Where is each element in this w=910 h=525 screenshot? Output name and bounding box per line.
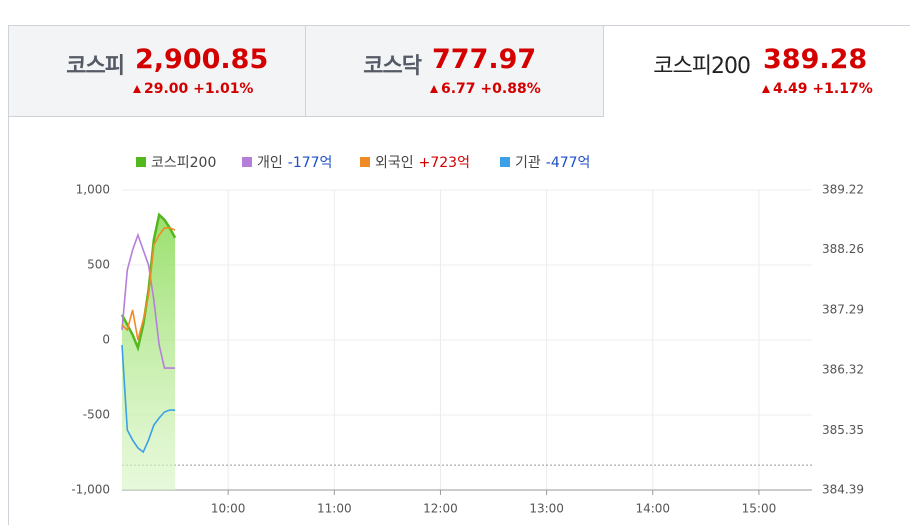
- x-tick-label: 10:00: [211, 502, 246, 516]
- legend-entry: 기관 -477억: [515, 155, 590, 171]
- tab-active[interactable]: 코스피200 389.28 4.49 +1.17%: [603, 25, 910, 117]
- y-tick-label: 0: [102, 333, 110, 347]
- line: [121, 232, 176, 369]
- tab-name: 코스닥: [363, 54, 422, 79]
- x-tick-label: 12:00: [423, 502, 458, 516]
- tab-change-text: 4.49 +1.17%: [773, 81, 873, 97]
- tab-change-text: 6.77 +0.88%: [441, 81, 541, 97]
- legend-entry: 코스피200: [151, 155, 216, 171]
- y2-tick-label: 386.32: [822, 363, 864, 377]
- y-tick-label: 1,000: [76, 183, 110, 197]
- legend-name: 개인: [257, 155, 283, 171]
- y2-tick-label: 384.39: [822, 483, 864, 497]
- legend-swatch: [136, 157, 146, 167]
- legend-swatch: [242, 157, 252, 167]
- tab-change-text: 29.00 +1.01%: [144, 81, 254, 97]
- y-tick-label: -1,000: [71, 483, 110, 497]
- x-tick-label: 13:00: [529, 502, 564, 516]
- legend-entry: 외국인 +723억: [375, 155, 470, 171]
- legend-swatch: [500, 157, 510, 167]
- legend-summary: +723억: [419, 155, 470, 171]
- legend-summary: -177억: [288, 155, 333, 171]
- legend-entry: 개인 -177억: [257, 155, 332, 171]
- tab-name: 코스피200: [653, 54, 751, 79]
- tab[interactable]: 코스닥 777.97 6.77 +0.88%: [305, 25, 603, 117]
- x-tick-label: 14:00: [635, 502, 670, 516]
- legend-name: 기관: [515, 155, 541, 171]
- tab-change: 6.77 +0.88%: [430, 81, 541, 97]
- legend-summary: -477억: [546, 155, 591, 171]
- y2-tick-label: 389.22: [822, 183, 864, 197]
- y-tick-label: -500: [83, 408, 110, 422]
- tab-change: 4.49 +1.17%: [762, 81, 873, 97]
- x-tick-label: 11:00: [317, 502, 352, 516]
- y2-tick-label: 387.29: [822, 302, 864, 316]
- line: [121, 227, 176, 341]
- legend-name: 코스피200: [151, 155, 216, 171]
- y-tick-label: 500: [87, 258, 110, 272]
- x-tick-label: 15:00: [742, 502, 777, 516]
- tab-change: 29.00 +1.01%: [133, 81, 253, 97]
- line: [121, 344, 176, 454]
- y2-tick-label: 385.35: [822, 423, 864, 437]
- tab-value: 389.28: [763, 44, 868, 75]
- legend-swatch: [360, 157, 370, 167]
- tab-value: 777.97: [432, 44, 537, 75]
- tab-value: 2,900.85: [135, 44, 269, 75]
- area: [122, 214, 176, 490]
- legend-name: 외국인: [375, 155, 414, 171]
- y2-tick-label: 388.26: [822, 242, 864, 256]
- tab-name: 코스피: [66, 54, 125, 79]
- tab[interactable]: 코스피 2,900.85 29.00 +1.01%: [8, 25, 306, 117]
